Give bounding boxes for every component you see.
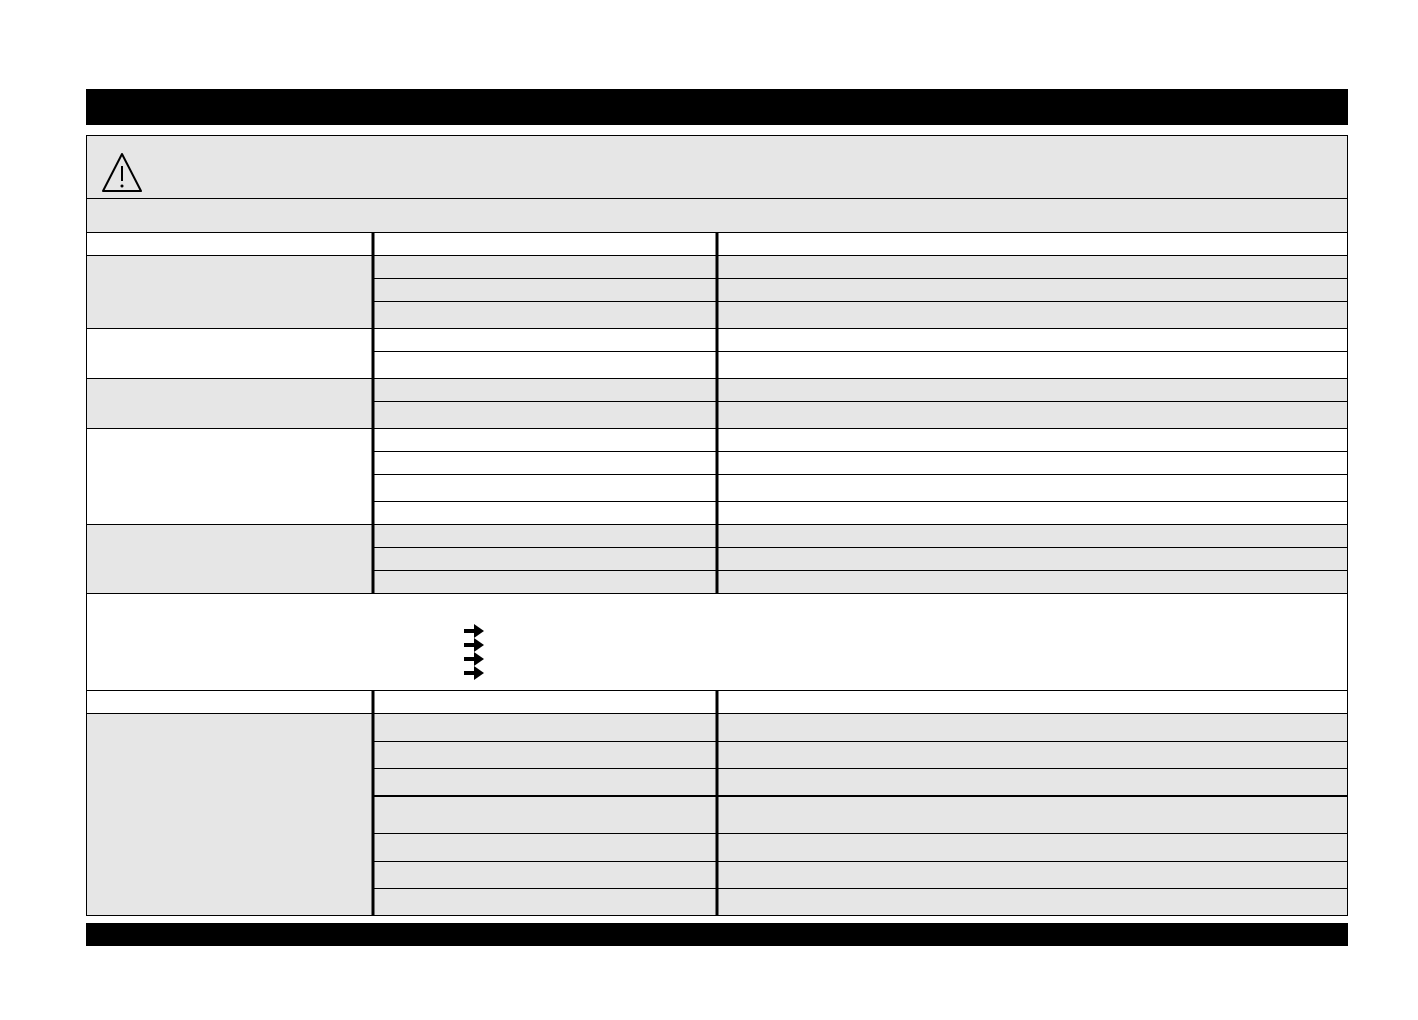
warning-row xyxy=(86,135,1348,199)
header-bar xyxy=(86,89,1348,125)
arrow-icons xyxy=(464,624,484,680)
footer-bar xyxy=(86,923,1348,946)
note-area xyxy=(86,593,1348,691)
warning-text-row xyxy=(86,198,1348,233)
table-1 xyxy=(86,232,1348,594)
table-2 xyxy=(86,690,1348,916)
warning-icon xyxy=(102,153,142,192)
